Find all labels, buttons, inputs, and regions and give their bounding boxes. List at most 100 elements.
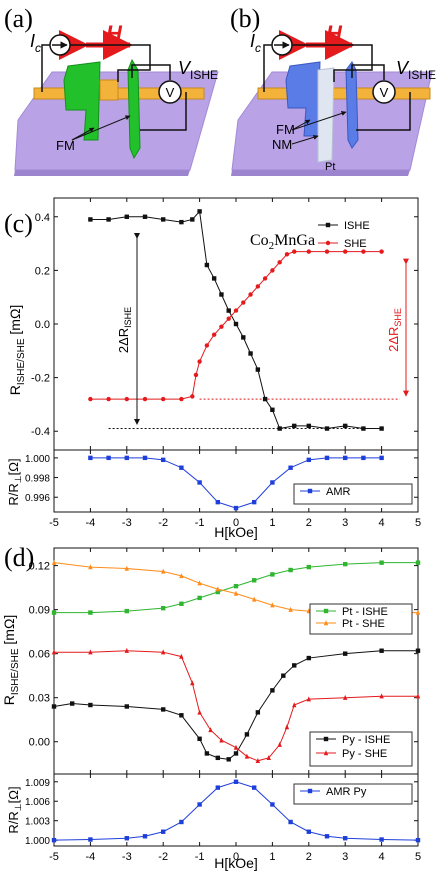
panel-label-c: (c) xyxy=(4,209,33,238)
data-point xyxy=(161,457,166,463)
legend-marker xyxy=(325,240,331,246)
data-point xyxy=(306,457,311,463)
data-point xyxy=(361,426,366,431)
fm-pointer-b2 xyxy=(291,111,347,131)
data-point xyxy=(161,605,166,611)
field-label-a: H xyxy=(106,21,123,46)
data-point xyxy=(204,343,210,348)
x-tick-label: 5 xyxy=(415,851,421,863)
material-label: Co2MnGa xyxy=(250,232,315,252)
data-point xyxy=(255,710,261,715)
legend-marker xyxy=(323,736,329,742)
data-point xyxy=(292,663,297,668)
legend-marker xyxy=(323,608,329,614)
data-point xyxy=(233,779,239,784)
data-point xyxy=(270,602,275,608)
data-point xyxy=(288,819,293,825)
data-point xyxy=(277,741,282,747)
x-tick-label: 4 xyxy=(379,517,385,529)
y-tick-label: 1.003 xyxy=(25,817,50,828)
data-point xyxy=(193,372,199,378)
data-point xyxy=(233,308,239,313)
data-point xyxy=(124,565,129,571)
data-point xyxy=(161,396,166,402)
data-point xyxy=(244,753,250,759)
data-point xyxy=(211,276,217,281)
delta-ishe-label: 2ΔRISHE xyxy=(116,307,133,353)
data-point xyxy=(292,423,297,429)
x-tick-label: 0 xyxy=(233,517,239,529)
data-point xyxy=(343,249,348,254)
y-tick-label: 0.00 xyxy=(29,737,50,749)
data-point xyxy=(270,268,275,273)
data-point xyxy=(124,455,129,461)
x-tick-label: 4 xyxy=(379,851,385,863)
panel-b: H (b) Ic V VISHE FM NM Pt xyxy=(230,4,436,176)
legend-marker xyxy=(323,620,329,626)
data-point xyxy=(324,249,330,254)
wire-a3 xyxy=(131,64,171,80)
x-tick-label: 3 xyxy=(342,851,348,863)
x-tick-label: 2 xyxy=(306,851,312,863)
data-point xyxy=(142,834,148,839)
y-tick-label: 0.0 xyxy=(35,319,50,331)
data-point xyxy=(343,836,348,841)
data-point xyxy=(215,499,220,505)
data-point xyxy=(142,214,148,219)
voltmeter-icon-b xyxy=(372,80,396,104)
data-point xyxy=(306,564,311,570)
wire-b4 xyxy=(356,92,411,131)
data-point xyxy=(415,560,421,565)
data-point xyxy=(88,564,93,570)
data-point xyxy=(306,829,311,834)
data-point xyxy=(190,680,195,686)
y-tick-label: 1.000 xyxy=(25,836,50,847)
data-point xyxy=(415,648,421,653)
contact-a xyxy=(99,79,119,101)
x-tick-label: -3 xyxy=(122,517,132,529)
d-ylabel: RISHE/SHE [mΩ] xyxy=(1,615,21,706)
data-point xyxy=(179,573,184,579)
y-tick-label: 1.000 xyxy=(25,454,50,465)
legend-marker xyxy=(307,788,313,794)
data-point xyxy=(343,455,348,461)
data-point xyxy=(88,837,93,842)
data-point xyxy=(266,755,271,761)
data-point xyxy=(161,217,166,222)
data-point xyxy=(215,755,220,761)
data-point xyxy=(124,647,129,653)
legend-label: SHE xyxy=(344,238,367,250)
data-point xyxy=(142,396,148,402)
data-point xyxy=(70,701,75,706)
series-line xyxy=(54,650,418,762)
x-tick-label: -2 xyxy=(158,517,168,529)
data-point xyxy=(179,465,184,470)
data-point xyxy=(277,426,282,431)
x-tick-label: -4 xyxy=(86,851,96,863)
panel-a: H (a) Ic V VISHE FM xyxy=(4,4,219,176)
data-point xyxy=(415,837,421,843)
y-tick-label: 0.998 xyxy=(25,474,50,485)
data-point xyxy=(343,561,348,567)
data-point xyxy=(51,837,57,843)
data-point xyxy=(197,359,202,364)
legend-label: Pt - ISHE xyxy=(342,606,388,618)
data-point xyxy=(379,455,384,461)
y-tick-label: 1.006 xyxy=(25,797,50,808)
data-point xyxy=(215,589,220,595)
x-tick-label: 3 xyxy=(342,517,348,529)
legend-label: Pt - SHE xyxy=(342,618,385,630)
data-point xyxy=(281,673,286,678)
data-point xyxy=(343,423,348,429)
data-point xyxy=(88,217,93,222)
data-point xyxy=(190,394,195,399)
data-point xyxy=(197,802,202,807)
data-point xyxy=(233,751,239,756)
data-point xyxy=(51,649,57,655)
data-point xyxy=(252,596,257,602)
data-point xyxy=(51,559,57,565)
y-tick-label: -0.4 xyxy=(31,426,50,438)
x-tick-label: 2 xyxy=(306,517,312,529)
